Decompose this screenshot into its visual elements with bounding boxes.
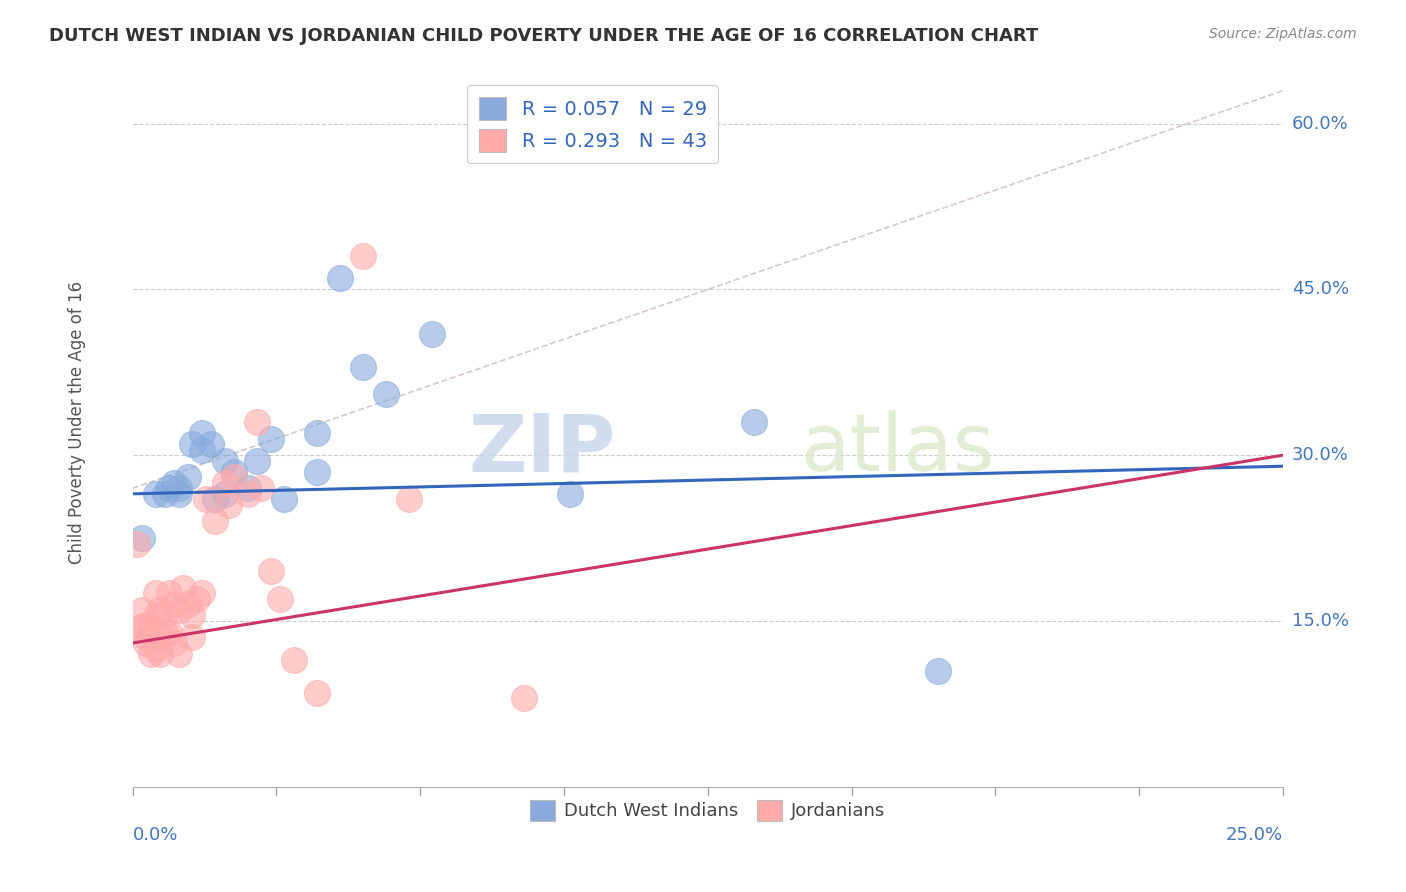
Point xyxy=(127,536,149,550)
Text: 60.0%: 60.0% xyxy=(1292,115,1348,133)
Point xyxy=(181,631,204,645)
Point xyxy=(190,442,212,457)
Point xyxy=(131,603,153,617)
Point xyxy=(398,492,420,507)
Point xyxy=(236,481,259,495)
Point xyxy=(163,597,186,611)
Point xyxy=(222,470,245,484)
Point xyxy=(153,608,176,623)
Point xyxy=(135,619,157,633)
Point xyxy=(283,652,305,666)
Point xyxy=(352,249,374,263)
Point xyxy=(157,481,180,495)
Point xyxy=(181,608,204,623)
Point xyxy=(135,636,157,650)
Point xyxy=(246,453,269,467)
Point xyxy=(236,487,259,501)
Point xyxy=(259,432,281,446)
Text: 15.0%: 15.0% xyxy=(1292,612,1350,630)
Point xyxy=(145,608,167,623)
Point xyxy=(250,481,273,495)
Point xyxy=(222,465,245,479)
Point xyxy=(190,426,212,441)
Point xyxy=(153,624,176,639)
Point xyxy=(153,487,176,501)
Point xyxy=(273,492,295,507)
Point xyxy=(214,487,236,501)
Legend: Dutch West Indians, Jordanians: Dutch West Indians, Jordanians xyxy=(523,792,893,828)
Point xyxy=(186,591,208,606)
Point xyxy=(420,326,443,341)
Point xyxy=(181,437,204,451)
Point xyxy=(139,647,162,661)
Point xyxy=(352,359,374,374)
Text: 45.0%: 45.0% xyxy=(1292,280,1350,299)
Point xyxy=(157,586,180,600)
Point xyxy=(167,481,190,495)
Point xyxy=(214,453,236,467)
Point xyxy=(167,487,190,501)
Text: ZIP: ZIP xyxy=(468,410,616,488)
Point xyxy=(157,624,180,639)
Point xyxy=(149,603,172,617)
Point xyxy=(145,641,167,656)
Point xyxy=(145,487,167,501)
Text: Child Poverty Under the Age of 16: Child Poverty Under the Age of 16 xyxy=(69,280,86,564)
Text: 25.0%: 25.0% xyxy=(1226,826,1284,844)
Point xyxy=(177,597,200,611)
Text: atlas: atlas xyxy=(800,410,994,488)
Point xyxy=(204,492,226,507)
Point xyxy=(163,636,186,650)
Point xyxy=(149,631,172,645)
Point xyxy=(200,437,222,451)
Point xyxy=(190,586,212,600)
Point xyxy=(512,691,534,706)
Point xyxy=(558,487,581,501)
Point xyxy=(305,426,328,441)
Point xyxy=(145,586,167,600)
Point xyxy=(305,465,328,479)
Point xyxy=(167,603,190,617)
Point xyxy=(329,271,352,285)
Point xyxy=(149,647,172,661)
Point xyxy=(218,498,240,512)
Point xyxy=(163,475,186,490)
Point xyxy=(131,531,153,545)
Point xyxy=(139,619,162,633)
Point xyxy=(214,475,236,490)
Text: DUTCH WEST INDIAN VS JORDANIAN CHILD POVERTY UNDER THE AGE OF 16 CORRELATION CHA: DUTCH WEST INDIAN VS JORDANIAN CHILD POV… xyxy=(49,27,1039,45)
Text: Source: ZipAtlas.com: Source: ZipAtlas.com xyxy=(1209,27,1357,41)
Point xyxy=(131,619,153,633)
Point xyxy=(927,664,949,678)
Text: 0.0%: 0.0% xyxy=(132,826,179,844)
Point xyxy=(269,591,291,606)
Point xyxy=(374,387,396,401)
Point xyxy=(172,581,194,595)
Text: 30.0%: 30.0% xyxy=(1292,446,1348,464)
Point xyxy=(135,631,157,645)
Point xyxy=(742,415,765,429)
Point xyxy=(259,564,281,578)
Point xyxy=(204,515,226,529)
Point xyxy=(305,686,328,700)
Point xyxy=(246,415,269,429)
Point xyxy=(195,492,218,507)
Point xyxy=(177,470,200,484)
Point xyxy=(167,647,190,661)
